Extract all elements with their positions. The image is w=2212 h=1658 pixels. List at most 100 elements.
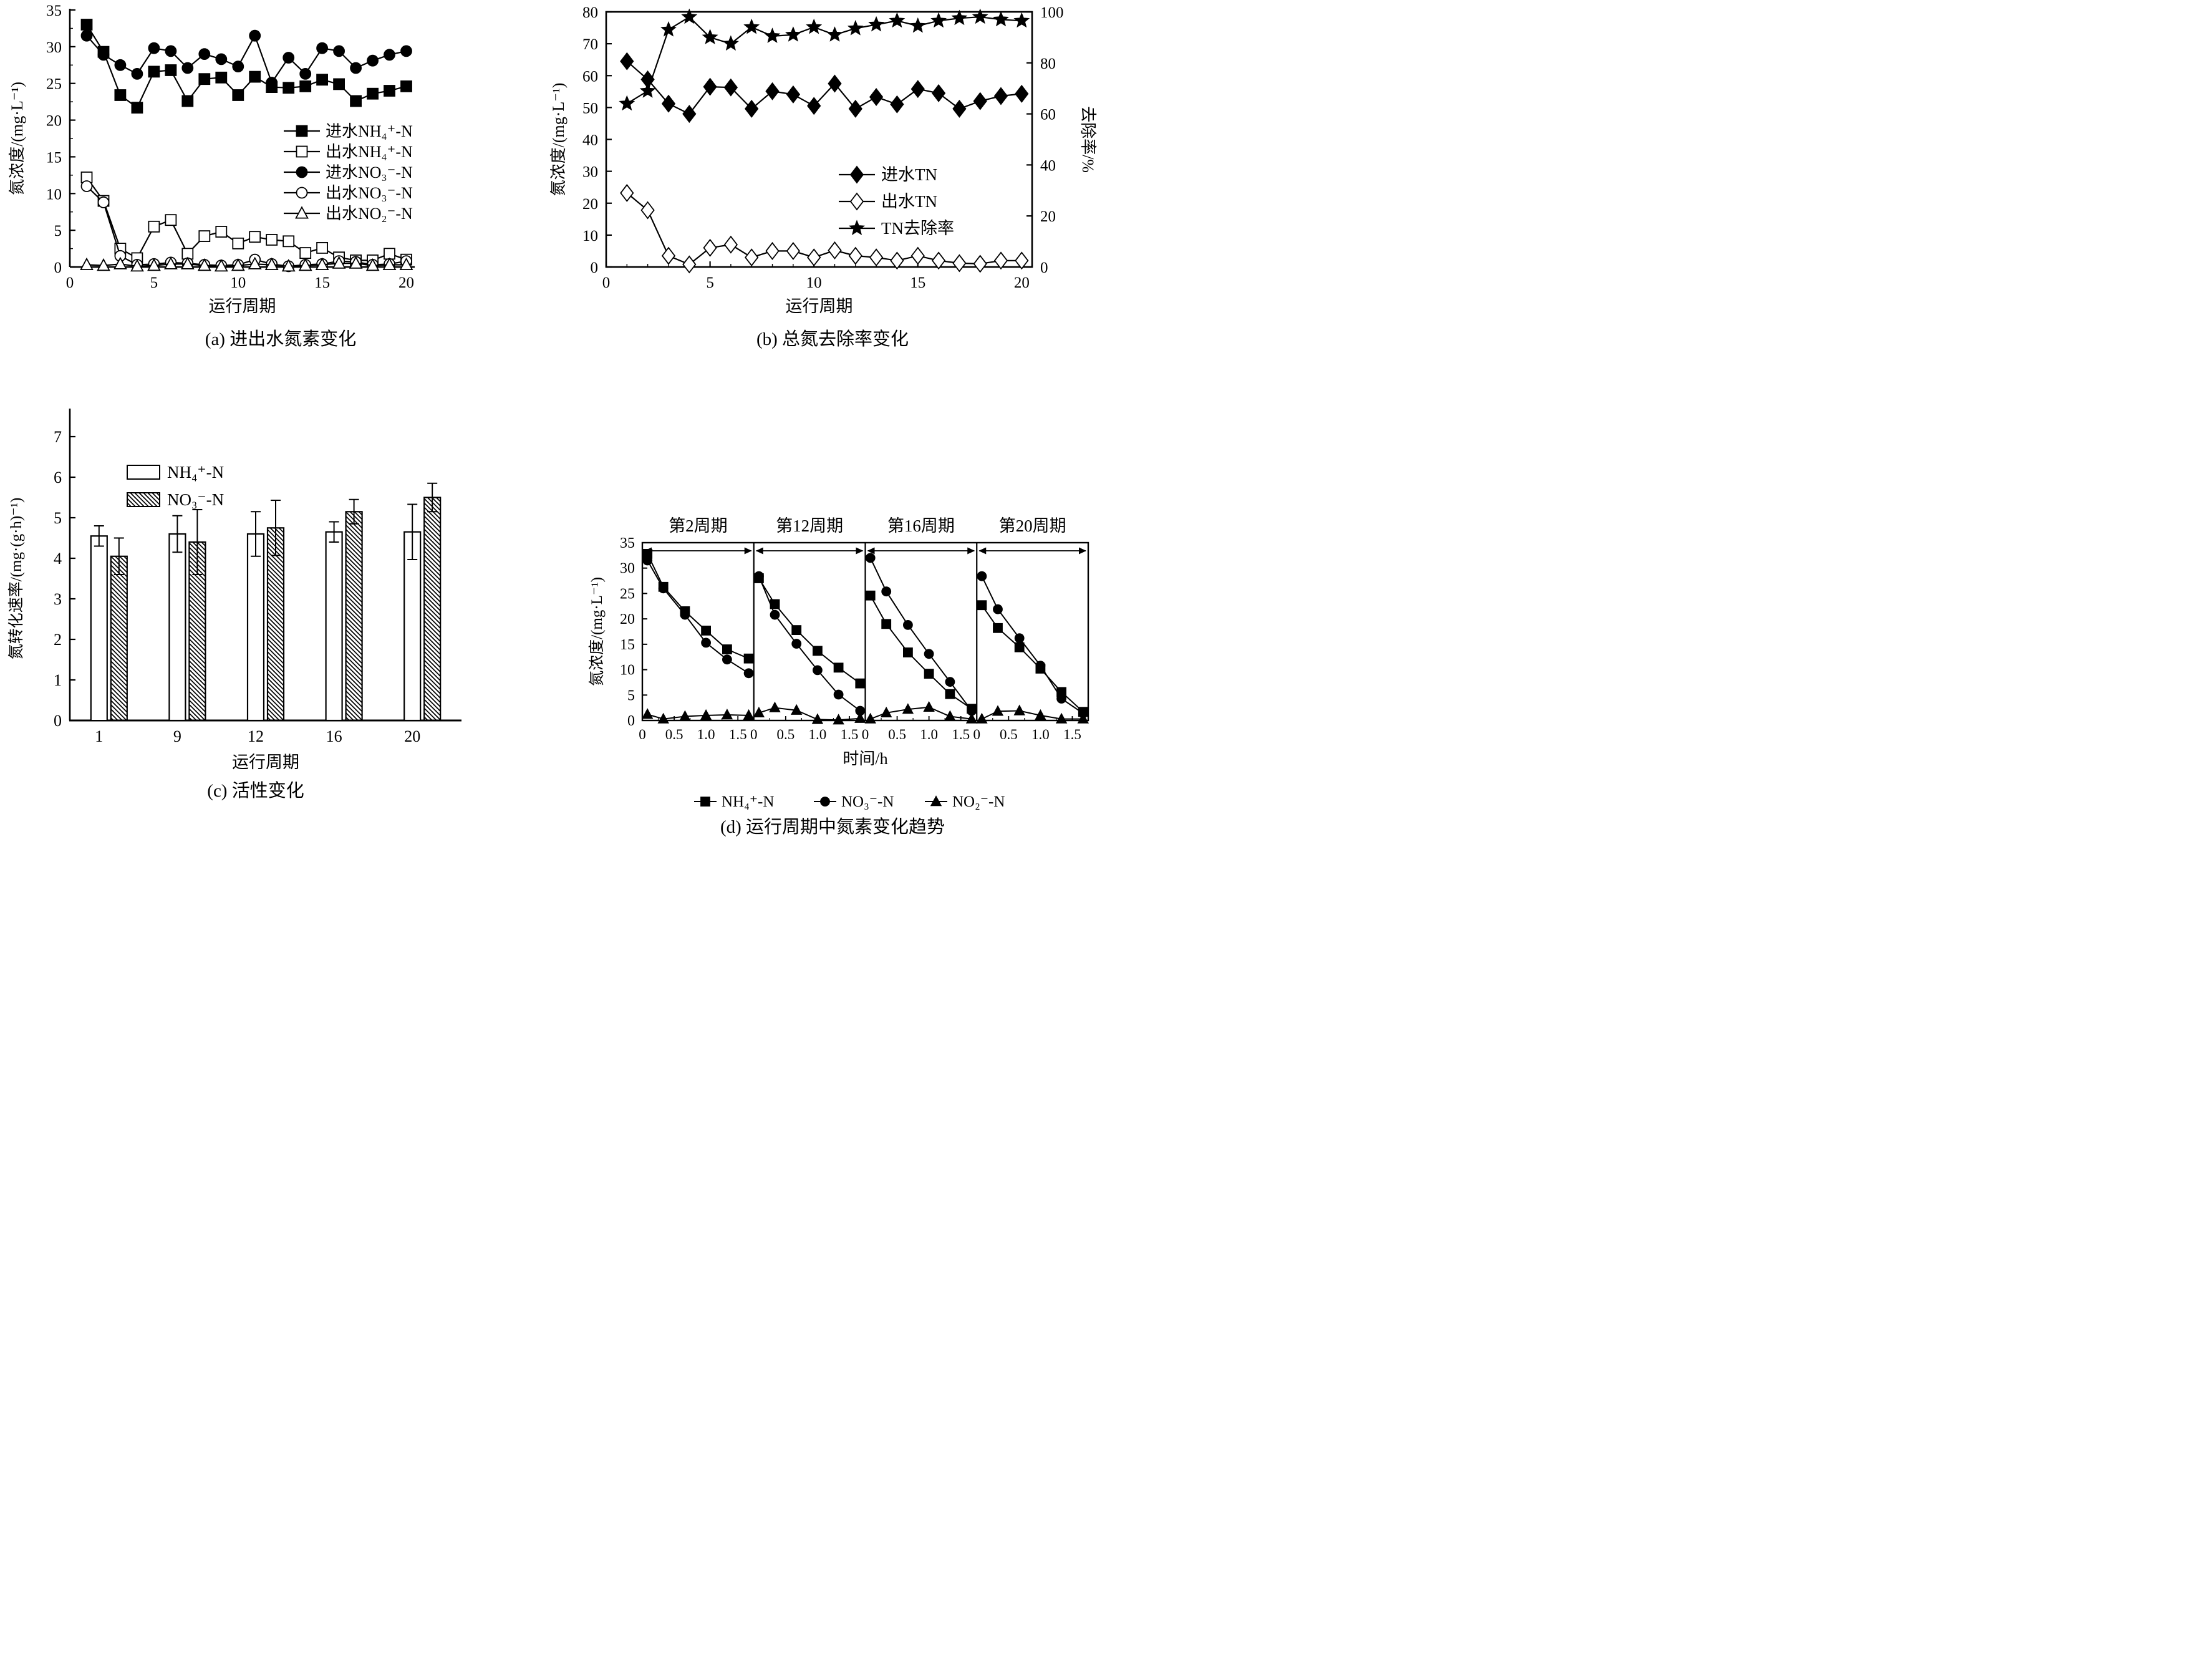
svg-text:20: 20: [46, 113, 62, 130]
figure-page: 0 5 10 15 20 25 30 35 0 5 10 15 20 运行周期 氮浓度/(mg·L⁻¹) 进水…: [0, 0, 1116, 839]
svg-text:第16周期: 第16周期: [887, 516, 955, 535]
svg-text:运行周期: 运行周期: [786, 297, 853, 316]
svg-text:1.0: 1.0: [1031, 727, 1050, 742]
svg-text:10: 10: [582, 228, 598, 245]
chart-a: 0 5 10 15 20 25 30 35 0 5 10 15 20 运行周期 氮浓度/(mg·L⁻¹) 进水…: [6, 5, 555, 351]
svg-text:NO₃⁻-N: NO₃⁻-N: [841, 793, 894, 810]
svg-text:20: 20: [404, 727, 420, 745]
svg-text:氮浓度/(mg·L⁻¹): 氮浓度/(mg·L⁻¹): [549, 83, 567, 196]
svg-text:3: 3: [54, 590, 62, 608]
svg-text:1.0: 1.0: [809, 727, 827, 742]
svg-text:5: 5: [150, 274, 158, 291]
svg-text:7: 7: [54, 428, 62, 446]
chart-c-caption: (c) 活性变化: [207, 781, 304, 801]
svg-text:氮浓度/(mg·L⁻¹): 氮浓度/(mg·L⁻¹): [8, 82, 26, 195]
svg-text:1.5: 1.5: [952, 727, 970, 742]
svg-text:6: 6: [54, 468, 62, 487]
svg-text:运行周期: 运行周期: [209, 297, 276, 316]
svg-text:5: 5: [54, 509, 62, 527]
svg-text:出水NO₃⁻-N: 出水NO₃⁻-N: [326, 184, 413, 202]
svg-text:0.5: 0.5: [665, 727, 683, 742]
svg-text:20: 20: [1014, 274, 1030, 291]
svg-text:第12周期: 第12周期: [776, 516, 843, 535]
svg-text:20: 20: [620, 611, 635, 628]
svg-text:0.5: 0.5: [776, 727, 794, 742]
svg-text:15: 15: [314, 274, 330, 291]
chart-d-caption: (d) 运行周期中氮素变化趋势: [720, 817, 945, 837]
svg-text:NH₄⁺-N: NH₄⁺-N: [722, 793, 774, 810]
svg-text:35: 35: [46, 5, 62, 19]
chart-b-caption: (b) 总氮去除率变化: [756, 329, 909, 349]
svg-text:1.5: 1.5: [729, 727, 747, 742]
chart-b: 0 10 20 30 40 50 60 70 80 0 20 40 60 80 100 0 5 10 15 20 运行周…: [549, 5, 1116, 351]
chart-c: 0 1 2 3 4 5 6 7 1 9 12 16 20 运行周期 氮转化速率/(mg·(g·h)⁻¹) NH…: [6, 399, 505, 802]
svg-text:1.5: 1.5: [841, 727, 859, 742]
chart-d-canvas: 0 5 10 15 20 25 30 35 第2周期 0 0.5 1.0 1.5 第12周期 0 0.5 1.0…: [588, 516, 1089, 810]
svg-text:1.0: 1.0: [920, 727, 938, 742]
svg-text:50: 50: [582, 100, 598, 117]
svg-text:进水NH₄⁺-N: 进水NH₄⁺-N: [326, 122, 413, 140]
svg-text:40: 40: [582, 132, 598, 149]
svg-text:12: 12: [248, 727, 264, 745]
svg-text:5: 5: [54, 223, 62, 240]
svg-text:60: 60: [582, 68, 598, 85]
svg-text:0: 0: [591, 259, 599, 276]
svg-text:0: 0: [973, 727, 981, 742]
svg-text:100: 100: [1040, 5, 1064, 21]
svg-text:9: 9: [173, 727, 181, 745]
svg-text:25: 25: [620, 586, 635, 602]
svg-text:15: 15: [46, 149, 62, 166]
svg-text:20: 20: [582, 196, 598, 213]
svg-text:NO₂⁻-N: NO₂⁻-N: [952, 793, 1005, 810]
svg-text:80: 80: [582, 5, 598, 21]
svg-text:4: 4: [54, 550, 62, 568]
svg-text:70: 70: [582, 36, 598, 53]
svg-text:氮浓度/(mg·L⁻¹): 氮浓度/(mg·L⁻¹): [588, 577, 606, 686]
svg-text:出水TN: 出水TN: [881, 192, 937, 211]
svg-text:0: 0: [862, 727, 869, 742]
svg-text:10: 10: [806, 274, 822, 291]
svg-text:0: 0: [1040, 259, 1048, 276]
svg-text:0: 0: [639, 727, 646, 742]
svg-text:15: 15: [910, 274, 925, 291]
svg-text:10: 10: [230, 274, 246, 291]
svg-text:1.0: 1.0: [697, 727, 715, 742]
svg-text:运行周期: 运行周期: [232, 753, 299, 772]
svg-text:出水NH₄⁺-N: 出水NH₄⁺-N: [326, 143, 413, 161]
svg-text:10: 10: [46, 186, 62, 203]
svg-text:TN去除率: TN去除率: [881, 219, 954, 238]
chart-b-canvas: 0 10 20 30 40 50 60 70 80 0 20 40 60 80 100 0 5 10 15 20 运行周…: [549, 5, 1097, 316]
svg-text:氮转化速率/(mg·(g·h)⁻¹): 氮转化速率/(mg·(g·h)⁻¹): [7, 498, 25, 660]
svg-text:出水NO₂⁻-N: 出水NO₂⁻-N: [326, 205, 413, 223]
svg-text:NO₃⁻-N: NO₃⁻-N: [167, 490, 224, 509]
svg-text:1.5: 1.5: [1063, 727, 1081, 742]
svg-text:进水TN: 进水TN: [881, 165, 937, 184]
svg-text:0: 0: [54, 259, 62, 276]
svg-text:35: 35: [620, 535, 635, 551]
svg-text:30: 30: [620, 561, 635, 577]
svg-text:10: 10: [620, 662, 635, 679]
svg-text:1: 1: [95, 727, 103, 745]
svg-text:进水NO₃⁻-N: 进水NO₃⁻-N: [326, 163, 413, 182]
svg-text:20: 20: [1040, 208, 1056, 225]
svg-text:2: 2: [54, 631, 62, 649]
svg-text:80: 80: [1040, 56, 1056, 72]
svg-text:NH₄⁺-N: NH₄⁺-N: [167, 463, 224, 482]
svg-text:30: 30: [46, 39, 62, 56]
svg-text:0.5: 0.5: [1000, 727, 1018, 742]
svg-text:0.5: 0.5: [888, 727, 906, 742]
svg-text:0: 0: [602, 274, 611, 291]
svg-text:0: 0: [54, 712, 62, 730]
svg-text:5: 5: [627, 687, 635, 704]
svg-text:40: 40: [1040, 157, 1056, 174]
svg-text:20: 20: [398, 274, 414, 291]
svg-text:去除率/%: 去除率/%: [1079, 106, 1097, 173]
svg-text:5: 5: [706, 274, 714, 291]
svg-text:0: 0: [627, 713, 635, 729]
svg-text:第2周期: 第2周期: [669, 516, 728, 535]
svg-text:0: 0: [750, 727, 758, 742]
svg-text:60: 60: [1040, 107, 1056, 124]
svg-text:15: 15: [620, 637, 635, 653]
chart-a-caption: (a) 进出水氮素变化: [205, 329, 357, 349]
